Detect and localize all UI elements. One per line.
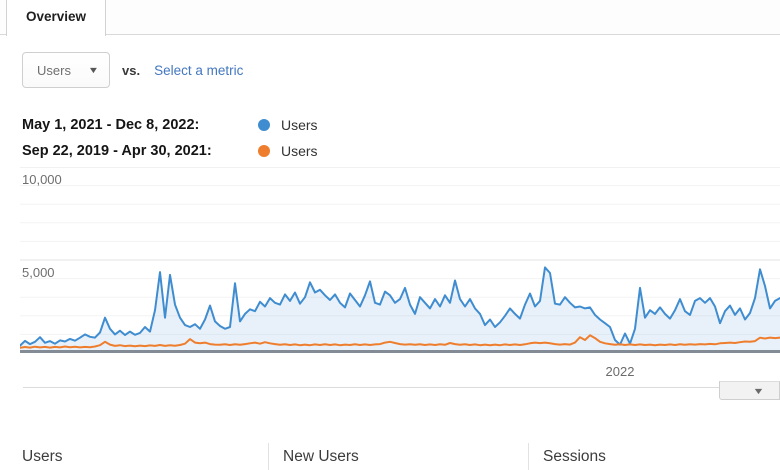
x-axis-baseline bbox=[23, 387, 719, 388]
legend-date-range: May 1, 2021 - Dec 8, 2022: bbox=[22, 117, 200, 133]
chart-granularity-dropdown[interactable]: ▼ bbox=[719, 381, 780, 400]
tab-bar: Overview bbox=[0, 0, 780, 36]
vs-label: vs. bbox=[122, 62, 141, 78]
y-axis-tick-10000: 10,000 bbox=[22, 172, 62, 187]
metric-dropdown-value: Users bbox=[37, 62, 71, 78]
column-divider bbox=[268, 443, 269, 470]
timeseries-chart[interactable]: 10,000 5,000 bbox=[20, 167, 780, 353]
series-dot-icon bbox=[258, 145, 270, 157]
metric-column-sessions: Sessions bbox=[543, 448, 606, 465]
select-metric-link[interactable]: Select a metric bbox=[154, 62, 244, 78]
chart-svg bbox=[20, 167, 780, 353]
column-divider bbox=[528, 443, 529, 470]
chevron-down-icon: ▼ bbox=[752, 385, 765, 396]
metric-column-new-users: New Users bbox=[283, 448, 359, 465]
legend-item-previous-range: Sep 22, 2019 - Apr 30, 2021: Users bbox=[22, 138, 318, 164]
x-axis-tick-2022: 2022 bbox=[605, 364, 635, 379]
legend-item-current-range: May 1, 2021 - Dec 8, 2022: Users bbox=[22, 112, 318, 138]
metric-column-users: Users bbox=[22, 448, 63, 465]
metric-dropdown[interactable]: Users ▼ bbox=[22, 52, 110, 88]
legend-metric-label: Users bbox=[281, 117, 318, 133]
tab-overview[interactable]: Overview bbox=[6, 0, 106, 36]
y-axis-tick-5000: 5,000 bbox=[22, 265, 55, 280]
chevron-down-icon: ▼ bbox=[87, 65, 100, 75]
legend-date-range: Sep 22, 2019 - Apr 30, 2021: bbox=[22, 143, 212, 159]
metric-selector-row: Users ▼ vs. Select a metric bbox=[22, 52, 243, 88]
series-dot-icon bbox=[258, 119, 270, 131]
metric-summary-row: Users New Users Sessions bbox=[0, 440, 780, 470]
legend-metric-label: Users bbox=[281, 143, 318, 159]
chart-legend: May 1, 2021 - Dec 8, 2022: Users Sep 22,… bbox=[22, 112, 318, 164]
